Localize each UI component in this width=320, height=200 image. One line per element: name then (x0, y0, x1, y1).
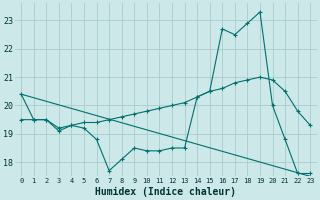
X-axis label: Humidex (Indice chaleur): Humidex (Indice chaleur) (95, 186, 236, 197)
